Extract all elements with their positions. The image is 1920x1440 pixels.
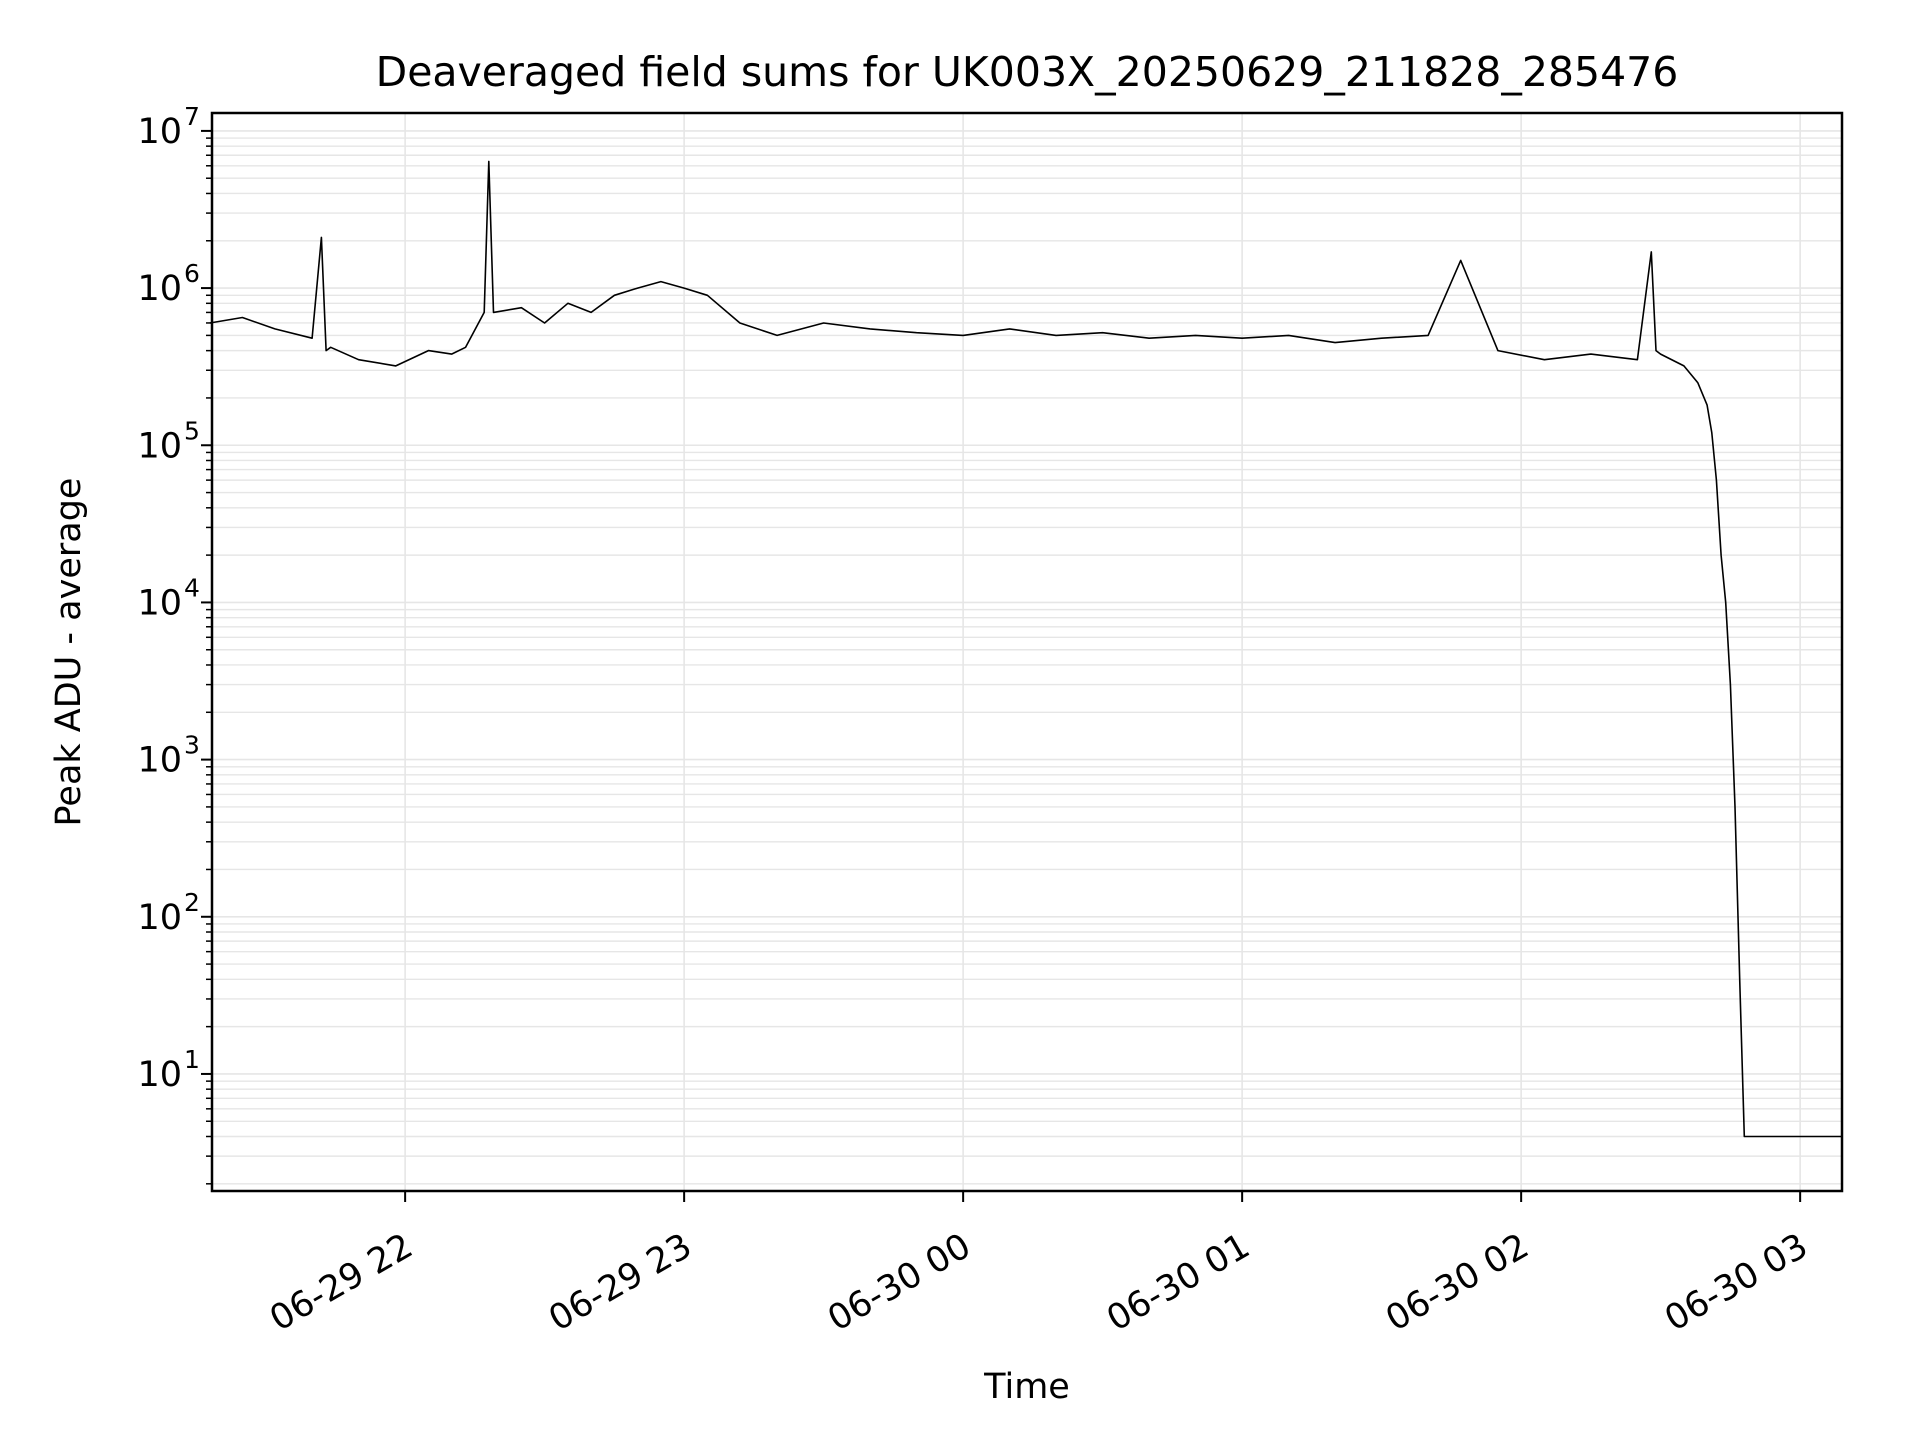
y-tick-exponent: 2 [184,888,200,917]
x-axis-ticks: 06-29 22 06-29 23 06-30 00 06-30 01 06-30 02… [263,1191,1815,1339]
y-tick-label: 10 [137,112,182,152]
y-tick-exponent: 1 [184,1045,200,1074]
series-line [209,160,1842,1138]
y-tick-exponent: 5 [184,416,200,445]
plot-frame [210,111,1844,1193]
y-axis-label: Peak ADU - average [49,478,89,827]
x-tick-label: 06-30 02 [1379,1226,1535,1339]
y-tick-label: 10 [137,741,182,781]
y-tick-label: 10 [137,426,182,466]
y-tick-exponent: 3 [184,731,200,760]
x-tick-label: 06-30 00 [821,1226,977,1339]
x-tick-label: 06-29 23 [542,1226,698,1339]
y-tick-exponent: 7 [184,102,200,131]
grid-lines [212,113,1842,1191]
y-tick-label: 10 [137,269,182,309]
y-tick-label: 10 [137,1055,182,1095]
x-axis-label: Time [983,1367,1070,1407]
x-tick-label: 06-30 01 [1100,1226,1256,1339]
y-tick-exponent: 6 [184,259,200,288]
y-tick-exponent: 4 [184,573,200,602]
chart-title: Deaveraged field sums for UK003X_2025062… [376,48,1679,96]
y-tick-label: 10 [137,583,182,623]
y-tick-label: 10 [137,898,182,938]
x-tick-label: 06-30 03 [1658,1226,1814,1339]
x-tick-label: 06-29 22 [263,1226,419,1339]
series-line-group [209,160,1842,1138]
